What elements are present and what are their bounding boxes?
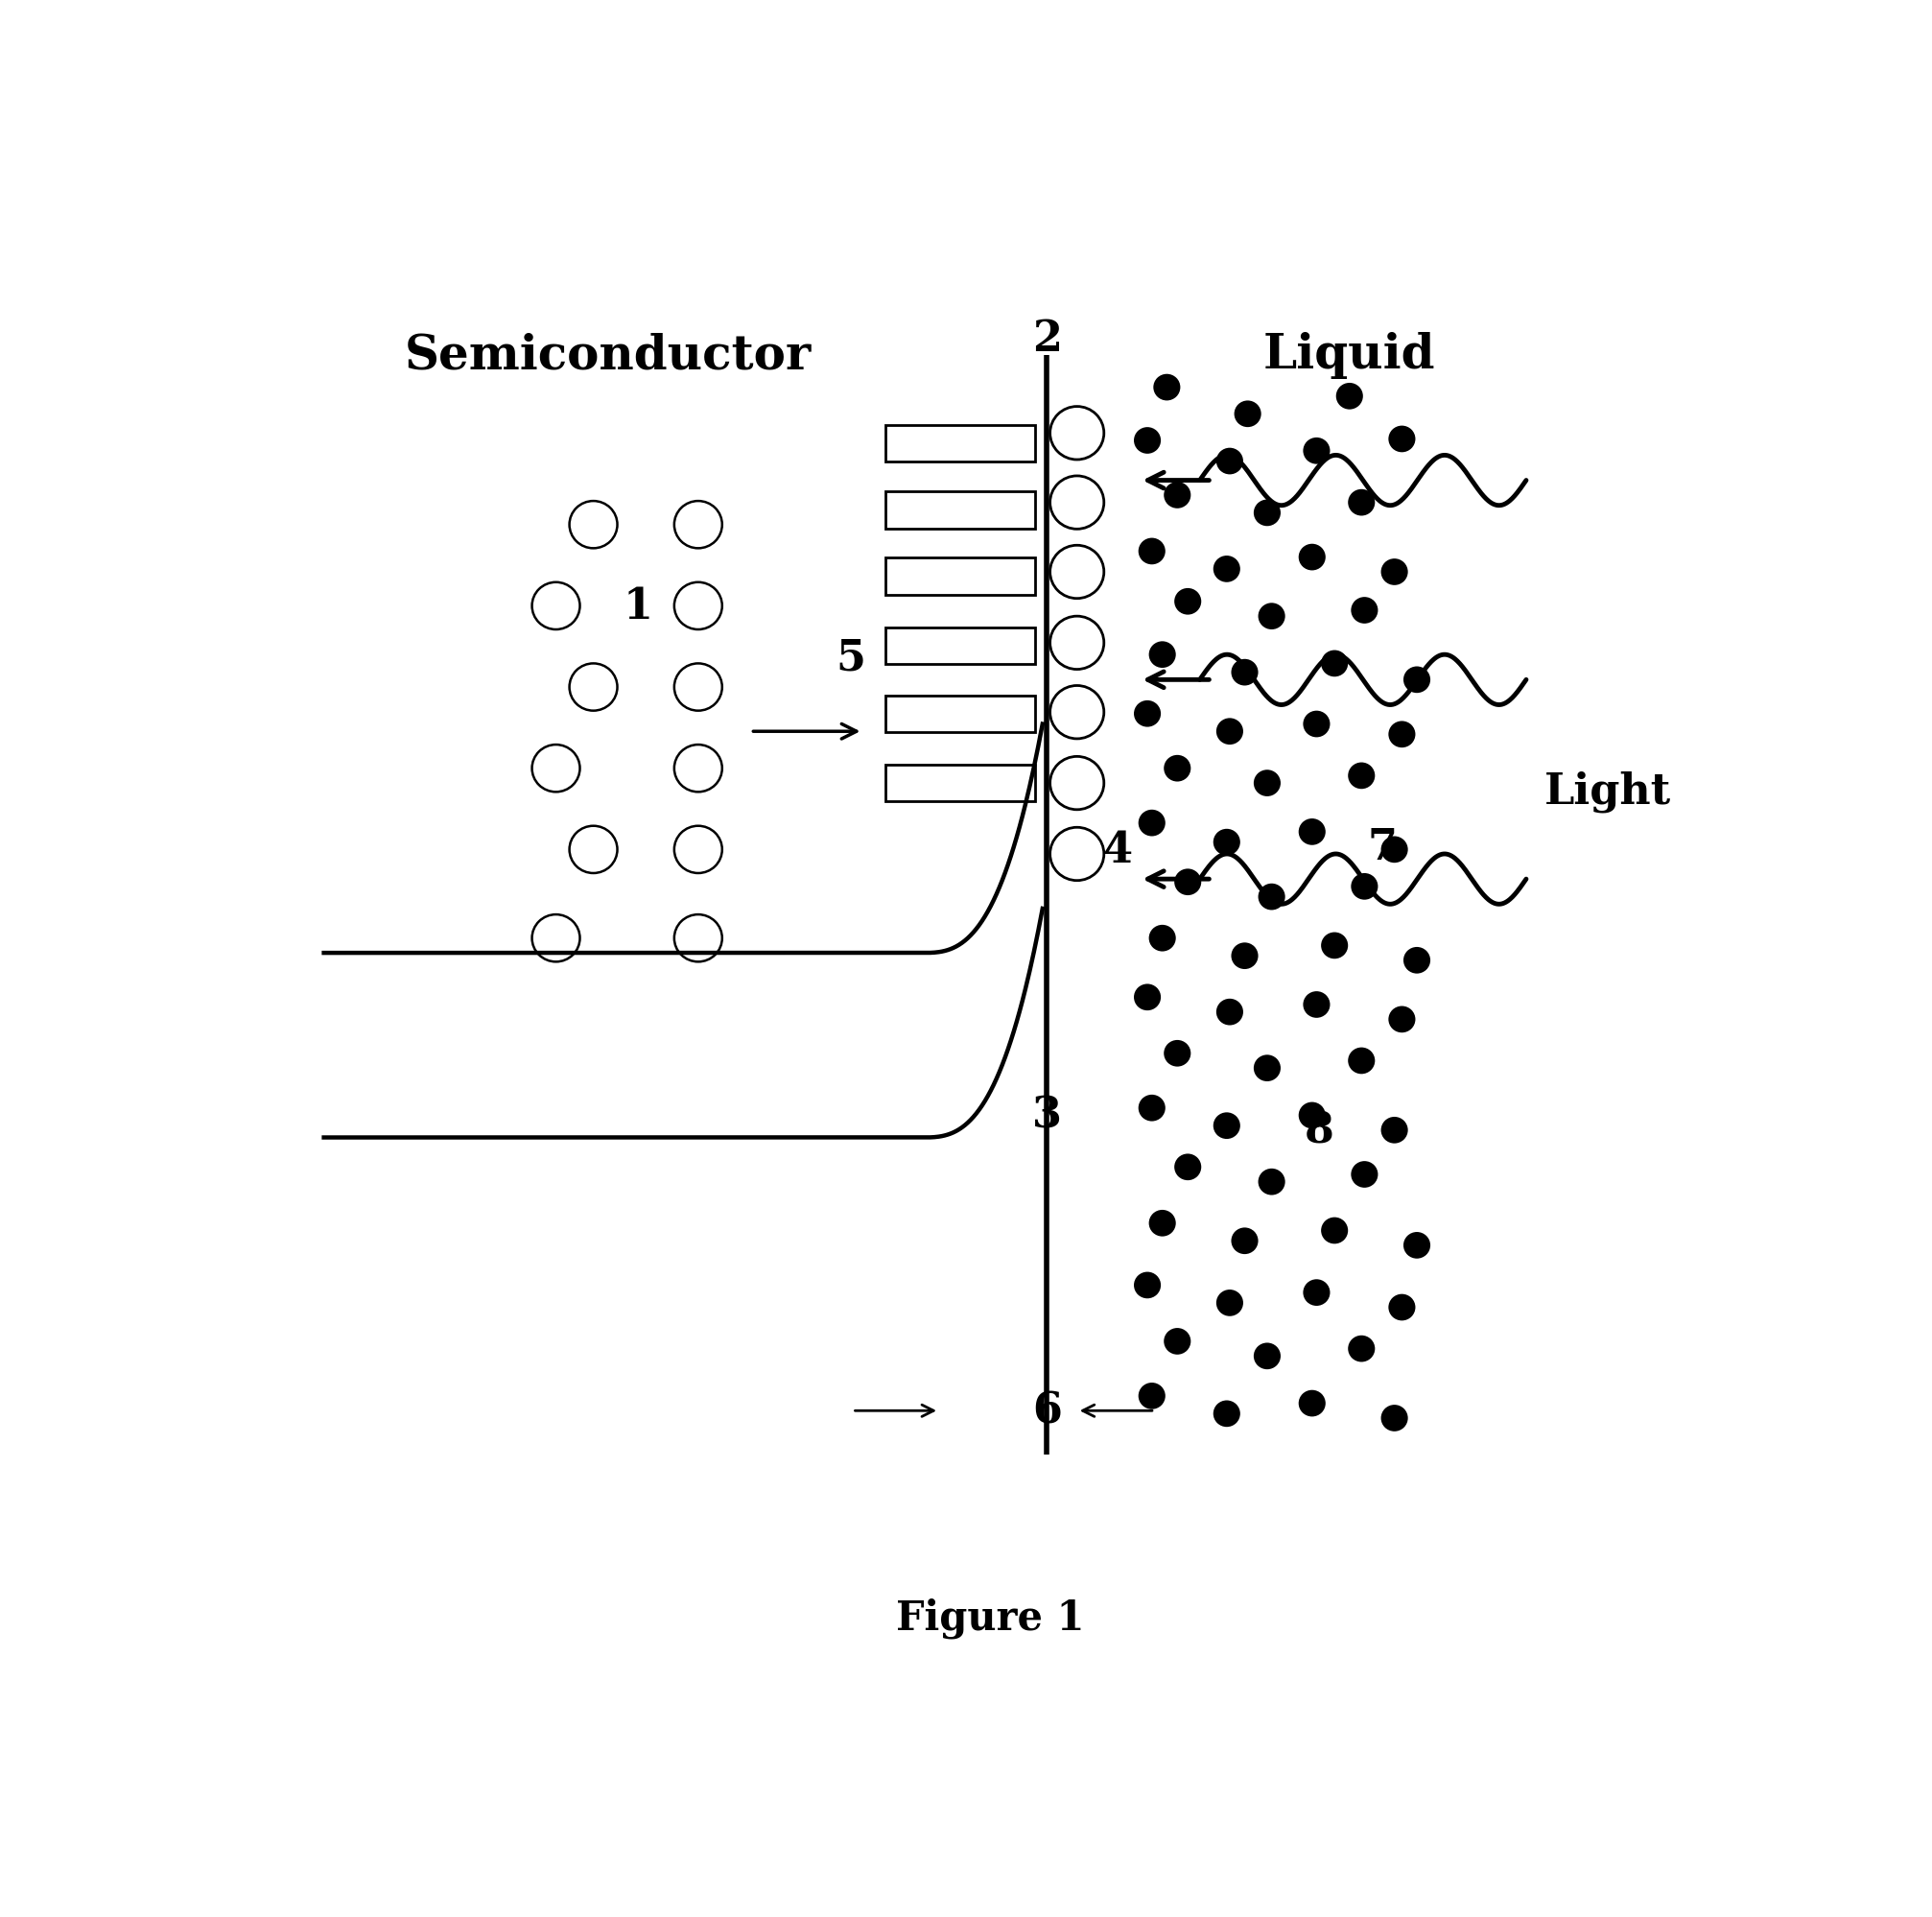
Circle shape: [1389, 721, 1416, 748]
Circle shape: [1381, 560, 1408, 587]
Circle shape: [1254, 771, 1281, 797]
Circle shape: [1389, 426, 1416, 452]
Circle shape: [1350, 1162, 1378, 1189]
Circle shape: [1138, 811, 1165, 836]
Circle shape: [1231, 943, 1258, 970]
Circle shape: [1254, 1054, 1281, 1081]
Circle shape: [1175, 589, 1202, 615]
Circle shape: [1138, 1095, 1165, 1121]
Circle shape: [1138, 539, 1165, 566]
Text: 6: 6: [1032, 1390, 1063, 1432]
Circle shape: [1213, 830, 1240, 855]
Circle shape: [1163, 483, 1190, 510]
Circle shape: [1381, 1118, 1408, 1144]
Circle shape: [1298, 1390, 1325, 1417]
Circle shape: [1349, 1336, 1376, 1363]
Circle shape: [1381, 1405, 1408, 1432]
Circle shape: [1134, 427, 1161, 454]
Text: Figure 1: Figure 1: [896, 1597, 1084, 1637]
Circle shape: [1254, 1344, 1281, 1369]
Circle shape: [1321, 1217, 1349, 1244]
Circle shape: [1389, 1294, 1416, 1321]
Circle shape: [1217, 1290, 1242, 1317]
Circle shape: [1321, 934, 1349, 958]
Circle shape: [1150, 642, 1177, 669]
Circle shape: [1321, 650, 1349, 677]
Circle shape: [1163, 1328, 1190, 1355]
Circle shape: [1258, 884, 1285, 911]
Circle shape: [1175, 1154, 1202, 1181]
Text: Liquid: Liquid: [1264, 332, 1435, 380]
Circle shape: [1134, 983, 1161, 1010]
Circle shape: [1403, 1233, 1430, 1259]
Circle shape: [1163, 755, 1190, 782]
Circle shape: [1254, 500, 1281, 527]
Circle shape: [1349, 491, 1376, 516]
Circle shape: [1258, 1169, 1285, 1196]
Circle shape: [1134, 702, 1161, 727]
Text: 4: 4: [1103, 830, 1132, 870]
Circle shape: [1381, 836, 1408, 863]
Circle shape: [1349, 763, 1376, 790]
Circle shape: [1134, 1273, 1161, 1298]
Circle shape: [1403, 667, 1430, 694]
Text: 3: 3: [1032, 1095, 1063, 1137]
Circle shape: [1163, 1041, 1190, 1068]
Text: Semiconductor: Semiconductor: [406, 332, 811, 380]
Circle shape: [1258, 604, 1285, 631]
Circle shape: [1217, 719, 1242, 746]
Circle shape: [1349, 1049, 1376, 1074]
Bar: [885, 629, 1036, 665]
Bar: [885, 493, 1036, 529]
Circle shape: [1150, 926, 1177, 953]
Text: Light: Light: [1544, 771, 1671, 811]
Circle shape: [1350, 874, 1378, 901]
Circle shape: [1153, 374, 1180, 401]
Circle shape: [1302, 1279, 1329, 1305]
Text: 8: 8: [1304, 1110, 1335, 1150]
Circle shape: [1213, 1401, 1240, 1426]
Circle shape: [1302, 991, 1329, 1018]
Circle shape: [1213, 556, 1240, 583]
Circle shape: [1298, 819, 1325, 845]
Text: 1: 1: [624, 587, 653, 627]
Bar: [885, 558, 1036, 596]
Circle shape: [1217, 999, 1242, 1026]
Circle shape: [1175, 868, 1202, 895]
Circle shape: [1231, 1229, 1258, 1254]
Circle shape: [1389, 1006, 1416, 1033]
Text: 5: 5: [837, 638, 866, 679]
Circle shape: [1298, 544, 1325, 571]
Circle shape: [1403, 947, 1430, 974]
Circle shape: [1213, 1112, 1240, 1139]
Circle shape: [1235, 401, 1262, 427]
Text: 2: 2: [1032, 318, 1063, 360]
Circle shape: [1302, 439, 1329, 464]
Circle shape: [1298, 1102, 1325, 1129]
Circle shape: [1217, 449, 1242, 475]
Bar: [885, 765, 1036, 801]
Bar: [885, 696, 1036, 732]
Circle shape: [1302, 711, 1329, 738]
Circle shape: [1150, 1210, 1177, 1236]
Circle shape: [1231, 659, 1258, 686]
Text: 7: 7: [1368, 826, 1397, 868]
Circle shape: [1337, 383, 1362, 410]
Circle shape: [1350, 598, 1378, 625]
Circle shape: [1138, 1382, 1165, 1409]
Bar: [885, 426, 1036, 462]
